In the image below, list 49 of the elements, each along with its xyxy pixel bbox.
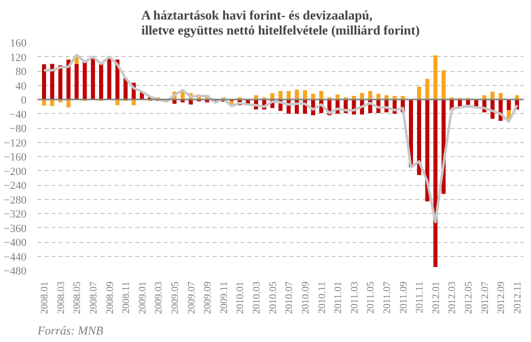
y-tick-label: −80: [9, 123, 27, 135]
y-tick-label: −240: [4, 180, 27, 192]
x-tick-label: 2010.07: [284, 282, 296, 314]
x-tick-label: 2009.03: [154, 282, 165, 314]
y-tick-label: −40: [9, 108, 27, 121]
x-tick-label: 2009.01: [137, 282, 148, 314]
x-tick-label: 2012.05: [464, 282, 475, 314]
x-tick-label: 2009.07: [186, 282, 198, 314]
y-tick-label: −320: [4, 208, 27, 220]
y-tick-label: −200: [4, 166, 27, 178]
x-tick-label: 2008.11: [121, 281, 132, 314]
x-tick-label: 2008.09: [104, 282, 116, 314]
x-tick-label: 2012.11: [512, 281, 524, 314]
x-tick-label: 2012.01: [430, 282, 442, 314]
x-tick-label: 2012.03: [447, 282, 458, 314]
y-tick-label: −280: [4, 194, 27, 206]
x-tick-label: 2011.01: [333, 281, 344, 314]
x-tick-label: 2011.09: [398, 281, 410, 314]
y-tick-label: −440: [4, 251, 27, 264]
x-tick-label: 2011.07: [382, 281, 394, 314]
x-tick-label: 2012.07: [480, 282, 491, 314]
y-tick-label: 80: [16, 66, 27, 78]
y-tick-label: −480: [4, 266, 27, 278]
x-tick-label: 2010.09: [300, 282, 312, 314]
x-tick-label: 2008.05: [72, 282, 84, 314]
x-tick-label: 2011.05: [366, 281, 377, 314]
y-tick-label: 160: [10, 38, 27, 50]
x-tick-label: 2010.05: [268, 282, 279, 314]
x-tick-label: 2009.09: [202, 282, 214, 314]
y-tick-label: −360: [4, 222, 27, 235]
x-tick-label: 2008.01: [40, 282, 51, 314]
x-tick-label: 2008.07: [88, 282, 100, 314]
x-tick-label: 2011.11: [414, 281, 426, 314]
x-tick-label: 2008.03: [56, 282, 67, 314]
x-tick-label: 2010.01: [235, 282, 246, 314]
x-tick-label: 2011.03: [349, 281, 360, 314]
x-tick-label: 2009.05: [170, 282, 181, 314]
x-tick-label: 2010.11: [316, 281, 328, 314]
chart-title: A háztartások havi forint- és devizaalapú, illetve együttes nettó hitelfelvétele (milliárd forint): [141, 8, 420, 38]
y-tick-label: −400: [4, 237, 27, 249]
y-tick-label: −160: [4, 152, 27, 164]
y-tick-label: 0: [21, 94, 27, 106]
x-tick-label: 2009.11: [218, 281, 230, 314]
text: Forrás: MNB: [36, 324, 104, 338]
y-tick-label: −120: [4, 137, 27, 150]
x-tick-label: 2012.09: [496, 282, 508, 314]
y-tick-label: 40: [16, 80, 27, 92]
x-tick-label: 2010.03: [252, 282, 263, 314]
y-tick-label: 120: [10, 52, 27, 64]
